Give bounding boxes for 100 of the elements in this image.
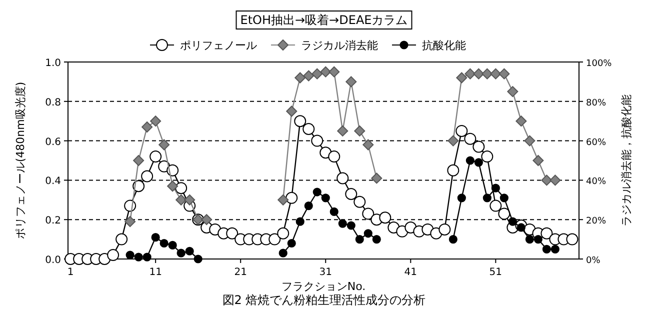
x-tick-label: 1: [67, 267, 74, 278]
x-tick-label: 41: [404, 267, 418, 278]
y2-tick-label: 20%: [586, 216, 606, 227]
point: [456, 124, 468, 137]
point: [209, 223, 222, 236]
point: [134, 252, 143, 262]
point: [296, 217, 304, 226]
point: [542, 244, 551, 254]
point: [278, 194, 289, 206]
point: [566, 233, 578, 246]
point: [286, 106, 298, 117]
point: [336, 172, 349, 184]
point: [500, 194, 508, 202]
point: [124, 216, 136, 228]
point: [448, 235, 458, 244]
point: [464, 68, 476, 80]
point: [226, 227, 238, 240]
point: [302, 122, 315, 135]
point: [294, 72, 306, 84]
point: [338, 219, 347, 228]
point: [337, 125, 348, 136]
point: [142, 252, 152, 262]
point: [354, 196, 366, 208]
point: [126, 250, 134, 260]
point: [194, 254, 202, 264]
y2-axis-title: ラジカル消去能，抗酸化能: [620, 94, 633, 226]
point: [482, 68, 493, 80]
y2-tick-label: 0%: [586, 256, 601, 266]
point: [201, 214, 212, 226]
point: [277, 227, 290, 240]
point: [550, 174, 561, 186]
point: [364, 229, 372, 238]
point: [286, 192, 298, 204]
point: [472, 140, 485, 153]
y-tick-label: 0.0: [45, 255, 61, 266]
point: [464, 132, 476, 145]
point: [481, 150, 494, 163]
point: [507, 86, 518, 98]
point: [133, 155, 144, 166]
y2-tick-label: 80%: [586, 98, 606, 108]
point: [330, 207, 338, 216]
y-tick-label: 0.8: [45, 97, 61, 108]
point: [508, 217, 517, 226]
point: [457, 194, 466, 202]
point: [466, 156, 474, 165]
point: [268, 233, 281, 246]
point: [362, 208, 374, 220]
point: [176, 248, 186, 258]
point: [354, 125, 366, 136]
point: [498, 68, 510, 80]
point: [141, 170, 154, 182]
point: [379, 212, 392, 224]
point: [540, 227, 553, 240]
point: [482, 194, 492, 202]
point: [312, 188, 322, 196]
y-tick-label: 0.2: [45, 216, 61, 227]
point: [312, 68, 323, 80]
point: [525, 235, 534, 244]
point: [160, 238, 168, 248]
x-tick-label: 11: [149, 267, 162, 278]
y-axis-title: ポリフェノール(480nm吸光度): [14, 82, 27, 240]
x-tick-label: 31: [319, 267, 332, 278]
point: [448, 135, 459, 146]
point: [524, 135, 536, 146]
point: [550, 244, 560, 254]
point: [304, 202, 313, 210]
point: [473, 68, 484, 80]
y2-tick-label: 100%: [586, 59, 612, 69]
point: [362, 139, 374, 150]
x-axis-title: フラクションNo.: [281, 280, 366, 293]
point: [287, 238, 296, 248]
point: [151, 233, 160, 242]
caption: 図2 焙焼でん粉粕生理活性成分の分析: [222, 293, 426, 307]
legend-label: 抗酸化能: [422, 39, 466, 52]
legend-label: ポリフェノール: [180, 39, 257, 52]
point: [150, 116, 162, 127]
point: [328, 150, 340, 163]
point: [516, 116, 527, 127]
x-tick-label: 51: [489, 267, 502, 278]
point: [516, 223, 526, 232]
point: [303, 70, 314, 82]
point: [345, 188, 358, 200]
point: [278, 248, 288, 258]
point: [371, 172, 382, 184]
point: [490, 68, 502, 80]
y-tick-label: 1.0: [45, 58, 61, 69]
point: [176, 194, 187, 206]
point: [474, 158, 483, 167]
point: [321, 194, 330, 202]
point: [447, 164, 460, 176]
point: [372, 235, 381, 244]
y2-tick-label: 60%: [586, 138, 606, 148]
y-tick-label: 0.6: [45, 136, 61, 148]
point: [185, 246, 194, 256]
point: [346, 76, 357, 88]
point: [167, 180, 178, 192]
chart-title: EtOH抽出→吸着→DEAEカラム: [240, 13, 408, 27]
legend-label: ラジカル消去能: [301, 39, 378, 52]
point: [532, 155, 544, 166]
point: [355, 235, 364, 244]
